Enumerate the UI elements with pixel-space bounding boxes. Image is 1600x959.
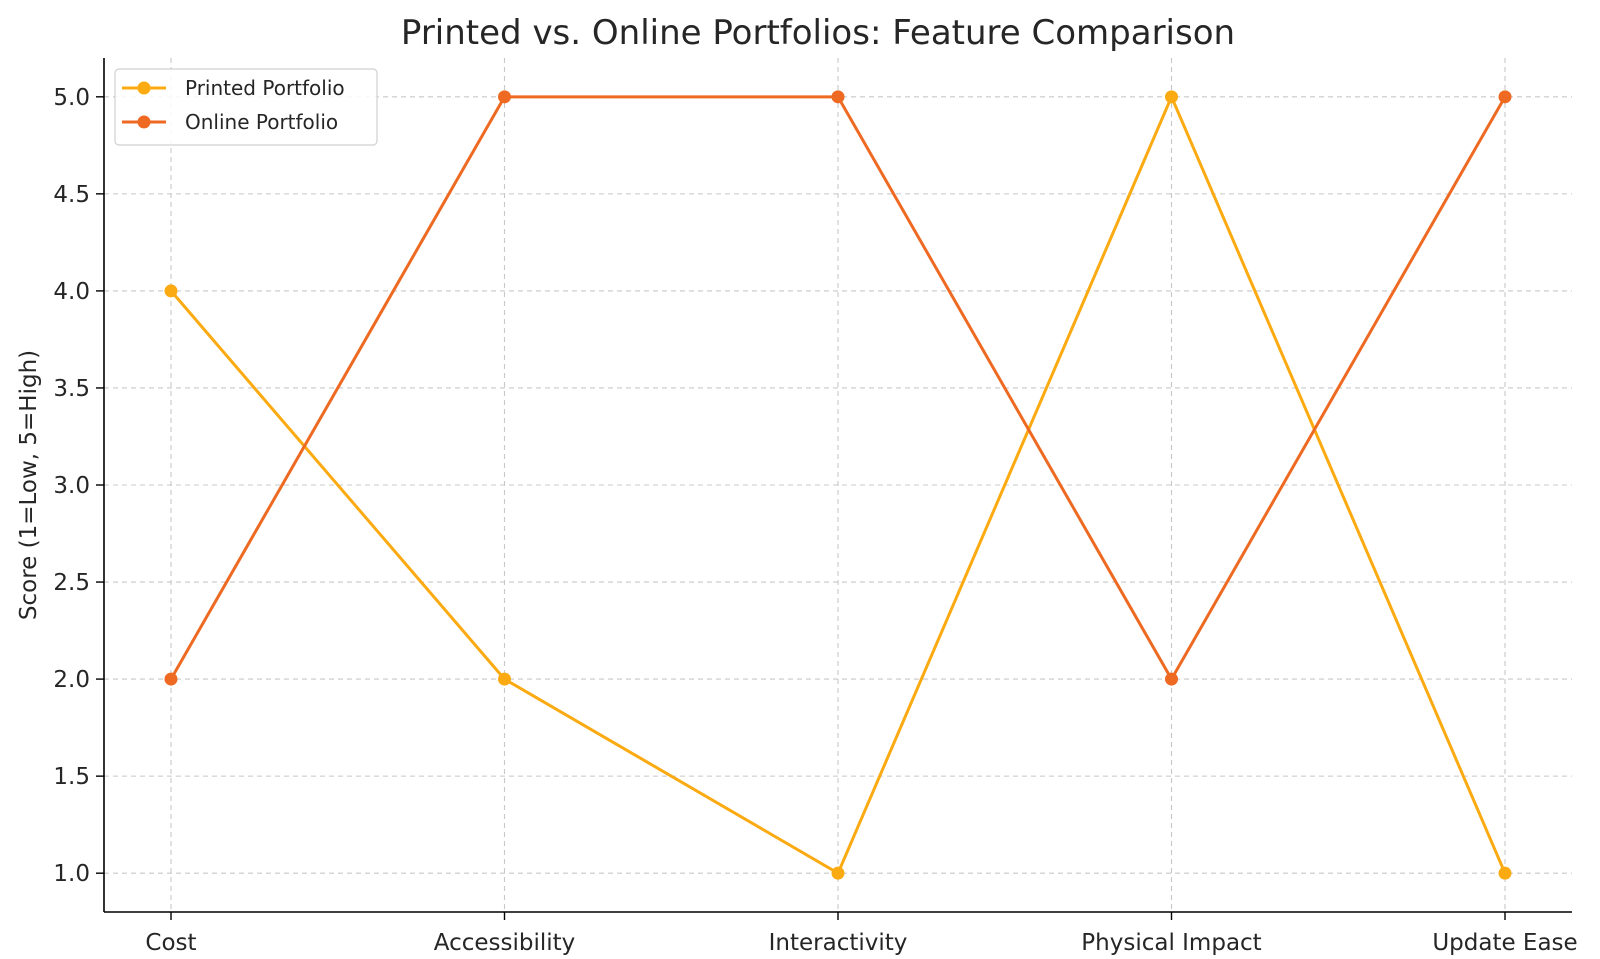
data-point [1165,672,1178,686]
legend-label: Online Portfolio [185,110,338,134]
x-tick-labels: Cost Accessibility Interactivity Physical I… [145,912,1578,956]
y-tick-label: 3.5 [53,376,90,402]
data-point [831,90,845,104]
y-tick-label: 1.5 [53,764,90,790]
legend-swatch-marker [137,115,151,129]
x-tick-label: Accessibility [434,930,576,956]
data-point [1165,90,1178,104]
data-point [1498,866,1512,880]
y-tick-label: 4.5 [53,182,90,208]
data-point [1498,90,1512,104]
data-point [164,672,178,686]
y-tick-label: 2.5 [53,570,90,596]
y-tick-labels: 1.0 1.5 2.0 2.5 3.0 3.5 4.0 4.5 5.0 [53,85,104,887]
y-axis-label: Score (1=Low, 5=High) [16,350,42,620]
series-1 [164,90,1512,686]
y-tick-label: 2.0 [53,667,90,693]
y-tick-label: 4.0 [53,279,90,305]
data-point [498,90,511,104]
x-tick-label: Cost [145,930,196,956]
x-tick-label: Update Ease [1432,930,1577,956]
legend-box [114,68,378,146]
y-tick-label: 5.0 [53,85,90,111]
data-point [831,866,845,880]
x-tick-label: Physical Impact [1081,930,1261,956]
legend-label: Printed Portfolio [185,76,345,100]
y-tick-label: 3.0 [53,473,90,499]
data-point [498,672,511,686]
chart-title: Printed vs. Online Portfolios: Feature C… [401,13,1235,53]
data-point [164,284,178,298]
grid-lines [104,58,1572,912]
y-tick-label: 1.0 [53,861,90,887]
x-tick-label: Interactivity [769,930,908,956]
series-layer [164,90,1512,880]
legend-swatch-marker [137,81,151,95]
legend: Printed Portfolio Online Portfolio [114,68,378,146]
series-0 [164,90,1512,880]
